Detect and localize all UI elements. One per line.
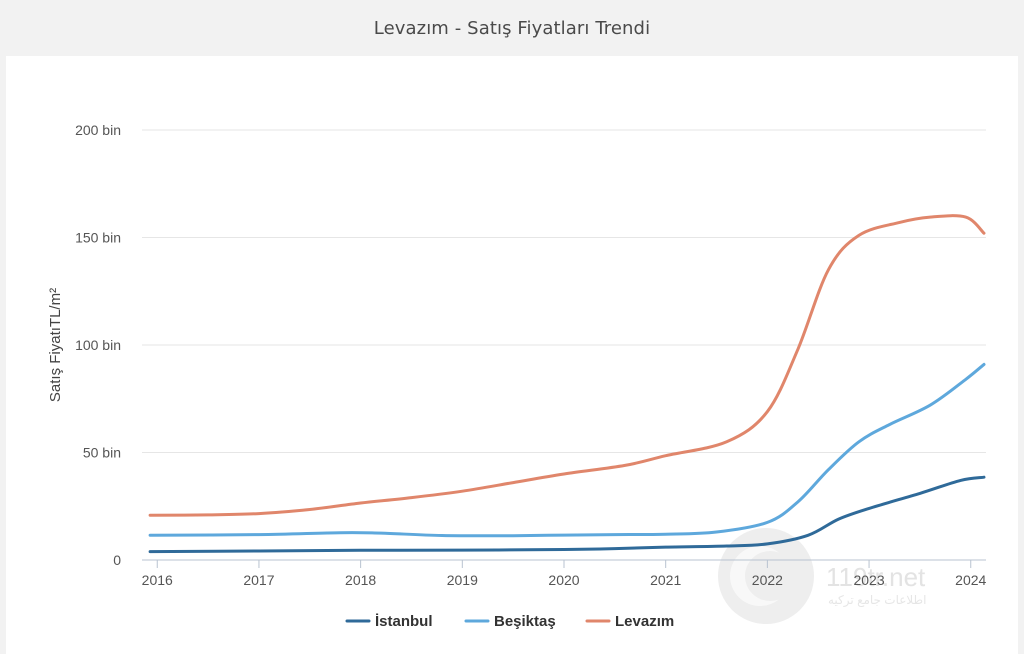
- watermark-text: 119tr.net: [826, 562, 926, 592]
- series-lines: [148, 214, 986, 554]
- x-tick-label: 2023: [853, 572, 884, 588]
- legend-label: Levazım: [615, 613, 674, 630]
- grid-lines: [142, 129, 986, 453]
- legend-label: İstanbul: [375, 613, 433, 630]
- y-tick-label: 150 bin: [75, 230, 121, 246]
- legend: İstanbul Beşiktaş Levazım: [345, 613, 674, 630]
- series-line-2[interactable]: [148, 362, 986, 538]
- x-tick-label: 2016: [142, 572, 173, 588]
- y-tick-label: 50 bin: [83, 445, 121, 461]
- series-line-3[interactable]: [148, 214, 986, 517]
- x-tick-label: 2022: [752, 572, 783, 588]
- chart-card: [6, 56, 1018, 654]
- x-tick-label: 2017: [243, 572, 274, 588]
- series-line-1[interactable]: [148, 475, 986, 554]
- x-tick-label: 2018: [345, 572, 376, 588]
- watermark: 119tr.net اطلاعات جامع ترکیه: [718, 528, 926, 624]
- y-axis-label: Satış FiyatıTL/m²: [47, 288, 64, 402]
- x-tick-label: 2024: [955, 572, 986, 588]
- chart-header: Levazım - Satış Fiyatları Trendi: [0, 0, 1024, 56]
- legend-item-3[interactable]: Levazım: [585, 613, 674, 630]
- watermark-crescent-cut: [745, 551, 795, 601]
- chart-title: Levazım - Satış Fiyatları Trendi: [373, 17, 651, 39]
- x-axis-ticks: 2016 2017 2018 2019 2020 2021 2022 2023 2024: [142, 560, 987, 588]
- legend-label: Beşiktaş: [494, 613, 556, 630]
- legend-item-1[interactable]: İstanbul: [345, 613, 433, 630]
- x-tick-label: 2021: [650, 572, 681, 588]
- y-tick-label: 100 bin: [75, 337, 121, 353]
- legend-item-2[interactable]: Beşiktaş: [464, 613, 556, 630]
- y-tick-label: 0: [113, 552, 121, 568]
- x-tick-label: 2019: [447, 572, 478, 588]
- watermark-subtext: اطلاعات جامع ترکیه: [828, 593, 926, 608]
- y-tick-label: 200 bin: [75, 122, 121, 138]
- y-axis-ticks: 0 50 bin 100 bin 150 bin 200 bin: [75, 122, 121, 568]
- x-tick-label: 2020: [548, 572, 579, 588]
